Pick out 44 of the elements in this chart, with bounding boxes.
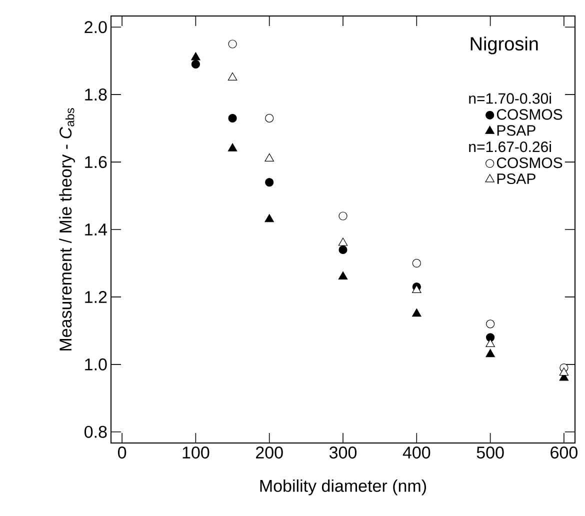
point [486,333,495,342]
y-tick-label: 1.6 [85,156,107,168]
point [228,114,237,122]
x-axis-title: Mobility diameter (nm) [260,479,426,496]
y-tick-label: 1.2 [85,291,107,303]
y-tick-label: 2.0 [84,21,107,34]
point [338,238,348,246]
point [264,153,274,162]
point [228,40,237,48]
point [265,178,274,187]
point [486,348,495,358]
x-tick-label: 200 [256,446,283,459]
point [338,271,348,280]
y-axis-title: Measurement / Mie theory - C$_{abs}$ [59,108,75,350]
annotation: n=1.67-0.26i [469,141,551,152]
y-tick-label: 1.8 [85,88,107,101]
legend-label: PSAP [497,125,536,136]
annotation: Nigrosin [470,36,538,54]
annotation: n=1.70-0.30i [469,92,551,104]
x-tick-label: 0 [118,446,126,459]
x-tick-label: 600 [550,446,578,459]
x-tick-label: 300 [329,446,357,459]
y-tick-label: 1.4 [85,224,107,236]
x-tick-label: 500 [476,446,504,459]
x-tick-label: 100 [182,446,210,459]
point [486,320,495,328]
point [338,245,348,254]
point [338,212,348,220]
point [228,72,238,81]
point [412,308,422,317]
y-tick-label: 0.8 [84,426,107,438]
point [228,143,238,152]
point [191,52,200,60]
legend-label: COSMOS [496,157,562,168]
point [486,338,495,347]
legend-label: PSAP [497,173,536,184]
point [264,214,274,222]
point [559,368,569,376]
point [191,60,200,69]
point [265,114,274,122]
point [412,258,421,268]
y-tick-label: 1.0 [85,358,107,370]
x-tick-label: 400 [402,446,430,459]
legend-label: COSMOS [496,109,562,120]
